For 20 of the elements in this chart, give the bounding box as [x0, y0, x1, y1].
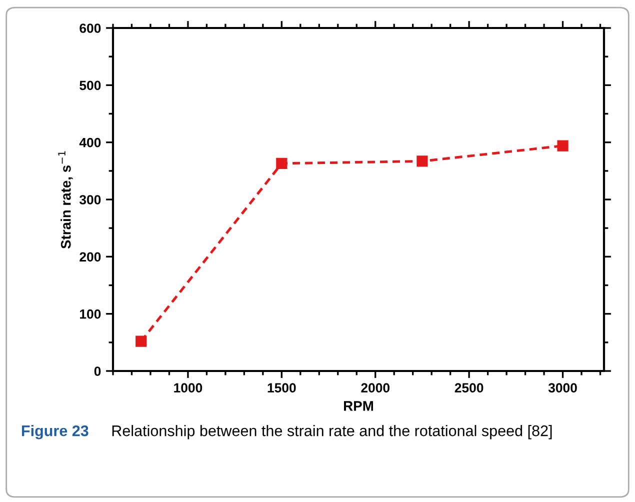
- y-tick-label: 500: [80, 80, 101, 90]
- y-tick-label: 600: [80, 24, 101, 33]
- text: Relationship between the strain rate and the rotational speed [82]: [112, 425, 552, 440]
- y-axis-title: Strain rate, s$^{−1}$: [58, 151, 73, 249]
- x-tick-label: 1500: [268, 383, 296, 392]
- y-tick-label: 300: [79, 195, 101, 204]
- y-tick-label: 0: [94, 366, 101, 376]
- point: [416, 156, 428, 167]
- y-tick-label: 100: [80, 309, 101, 319]
- y-tick-label: 400: [79, 138, 101, 148]
- y-tick-label: 200: [80, 252, 101, 262]
- x-tick-label: 2500: [454, 383, 484, 392]
- point: [136, 336, 147, 347]
- point: [276, 158, 288, 170]
- x-tick-label: 2000: [361, 383, 390, 392]
- x-tick-label: 3000: [548, 383, 577, 393]
- x-tick-label: 1000: [174, 383, 202, 392]
- caption: Figure 23: [22, 425, 88, 440]
- x-axis-title: RPM: [344, 401, 373, 411]
- point: [557, 140, 568, 152]
